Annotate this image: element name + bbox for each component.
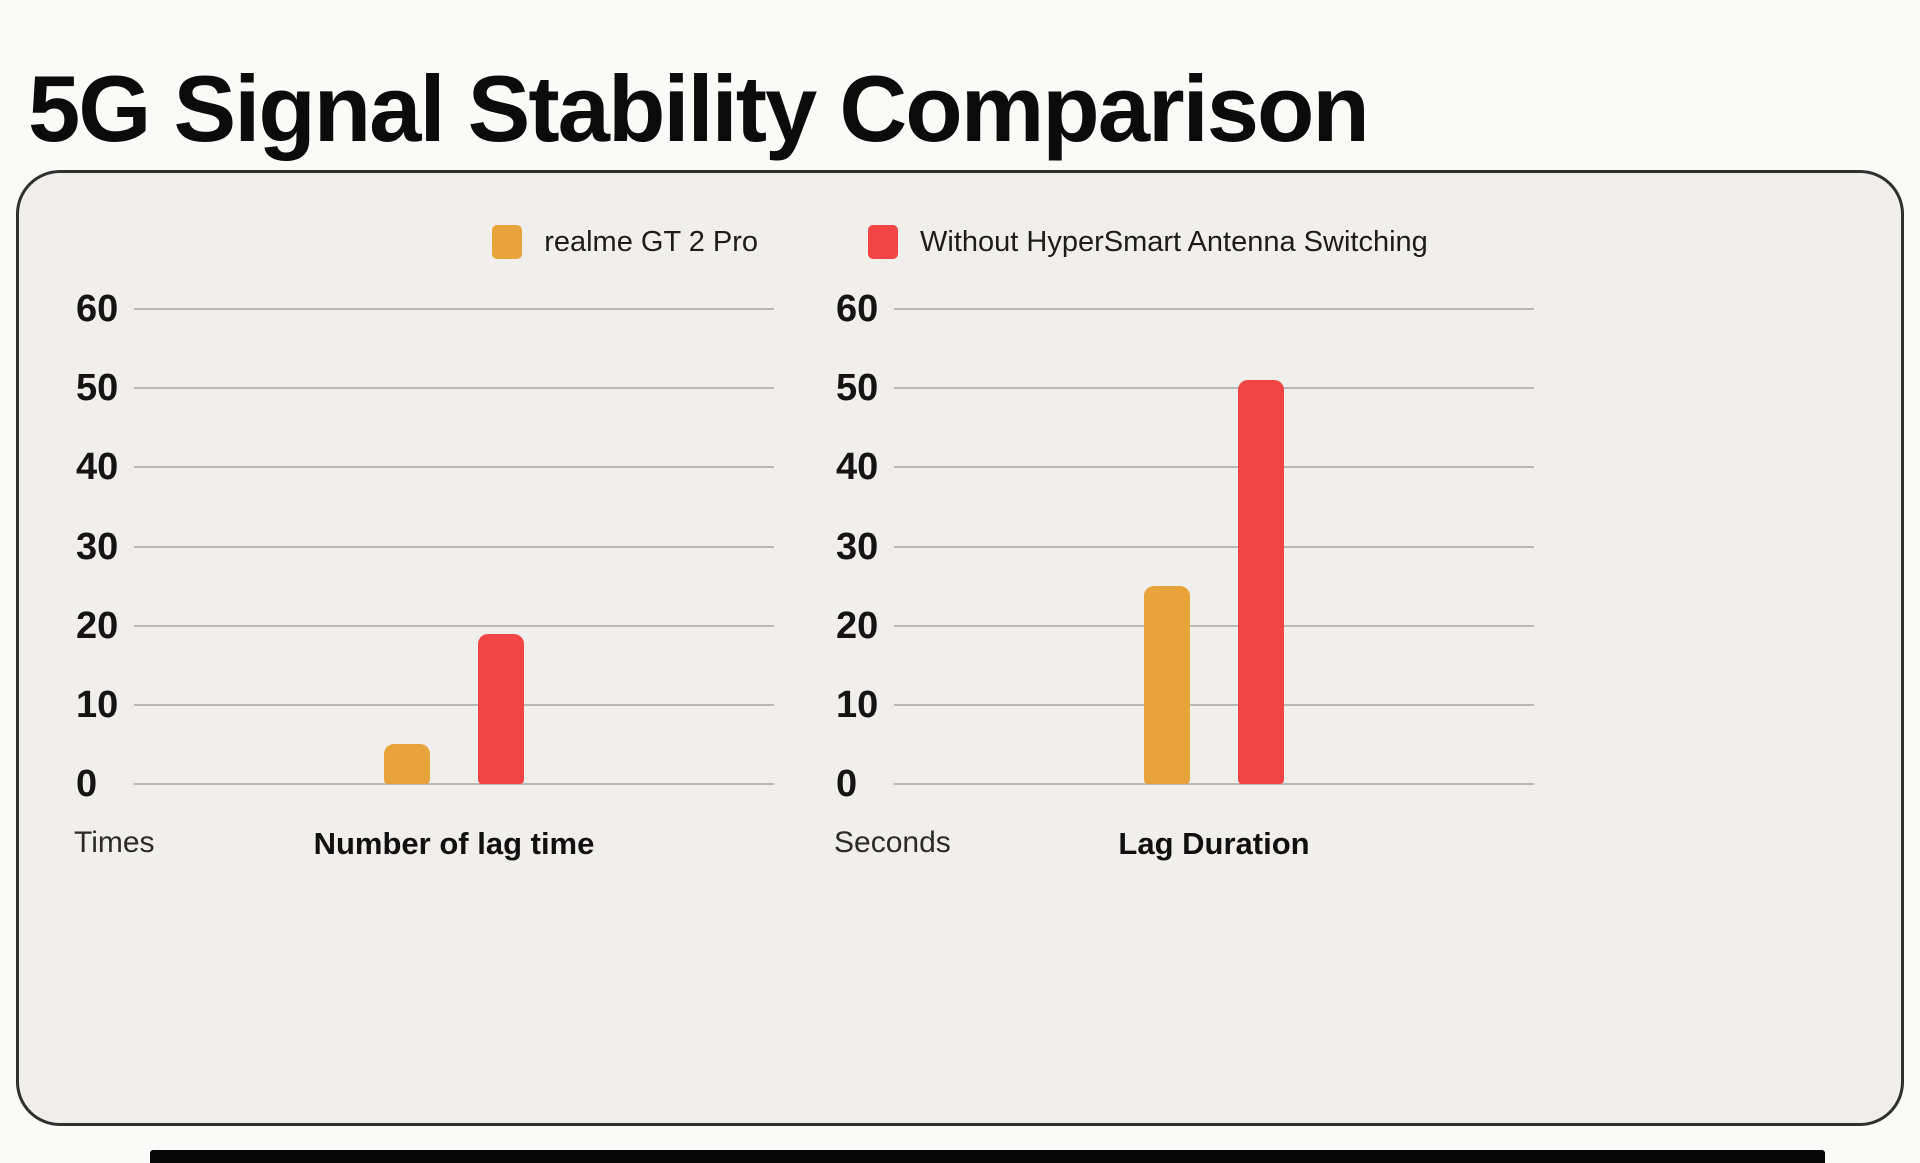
bar-realme-gt-2-pro <box>1144 586 1190 784</box>
y-unit-label-times: Times <box>74 826 155 859</box>
y-tick-label-50: 50 <box>76 367 119 410</box>
y-tick-label-60: 60 <box>76 288 119 330</box>
y-tick-label-10: 10 <box>836 683 879 726</box>
chart-title-number-of-lag-time: Number of lag time <box>313 826 595 861</box>
charts-row: 0 10 20 30 40 50 60 Times Number of lag time 0… <box>19 290 1901 870</box>
bar-realme-gt-2-pro <box>384 744 430 784</box>
y-tick-label-30: 30 <box>836 525 879 568</box>
legend-item-competitor: Without HyperSmart Antenna Switching <box>868 225 1428 259</box>
gridline-y-30 <box>134 545 774 548</box>
legend-swatch-competitor <box>868 225 899 259</box>
bar-without-hypersmart-antenna-switching <box>1238 380 1284 784</box>
y-tick-label-50: 50 <box>836 367 879 410</box>
y-tick-label-60: 60 <box>836 288 879 330</box>
plot-area-left: 0 10 20 30 40 50 60 <box>76 290 774 803</box>
gridline-y-60 <box>894 308 1534 310</box>
gridline-y-10 <box>894 703 1534 706</box>
page-title: 5G Signal Stability Comparison <box>28 55 1370 161</box>
y-tick-label-40: 40 <box>836 446 879 489</box>
legend-item-realme: realme GT 2 Pro <box>492 225 758 259</box>
bar-chart-lag-duration: 0 10 20 30 40 50 60 Seconds Lag Duration <box>834 290 1534 870</box>
gridline-y-10 <box>134 703 774 706</box>
chart-legend: realme GT 2 Pro Without HyperSmart Anten… <box>19 225 1901 259</box>
legend-label-competitor: Without HyperSmart Antenna Switching <box>920 225 1428 258</box>
x-axis-left: Times Number of lag time <box>74 826 774 870</box>
bar-chart-number-of-lag-time: 0 10 20 30 40 50 60 Times Number of lag time <box>74 290 774 870</box>
gridline-y-40 <box>134 466 774 469</box>
y-unit-label-seconds: Seconds <box>834 826 951 859</box>
chart-title-lag-duration: Lag Duration <box>1118 826 1310 861</box>
gridline-y-20 <box>134 624 774 627</box>
gridline-y-20 <box>894 624 1534 627</box>
gridline-y-40 <box>894 466 1534 469</box>
gridline-y-0 <box>134 783 774 785</box>
comparison-card: realme GT 2 Pro Without HyperSmart Anten… <box>16 170 1904 1126</box>
bottom-strip <box>150 1150 1825 1163</box>
gridline-y-50 <box>894 387 1534 390</box>
y-tick-label-0: 0 <box>76 763 98 805</box>
legend-swatch-realme <box>492 225 523 259</box>
y-tick-label-30: 30 <box>76 525 119 568</box>
y-tick-label-20: 20 <box>836 604 879 647</box>
gridline-y-30 <box>894 545 1534 548</box>
y-tick-label-10: 10 <box>76 683 119 726</box>
legend-label-realme: realme GT 2 Pro <box>544 225 759 258</box>
y-tick-label-20: 20 <box>76 604 119 647</box>
y-tick-label-40: 40 <box>76 446 119 489</box>
y-tick-label-0: 0 <box>836 763 858 805</box>
x-axis-right: Seconds Lag Duration <box>834 826 1534 870</box>
gridline-y-60 <box>134 308 774 310</box>
gridline-y-50 <box>134 387 774 390</box>
bar-without-hypersmart-antenna-switching <box>478 633 524 784</box>
plot-area-right: 0 10 20 30 40 50 60 <box>836 290 1534 803</box>
gridline-y-0 <box>894 783 1534 785</box>
